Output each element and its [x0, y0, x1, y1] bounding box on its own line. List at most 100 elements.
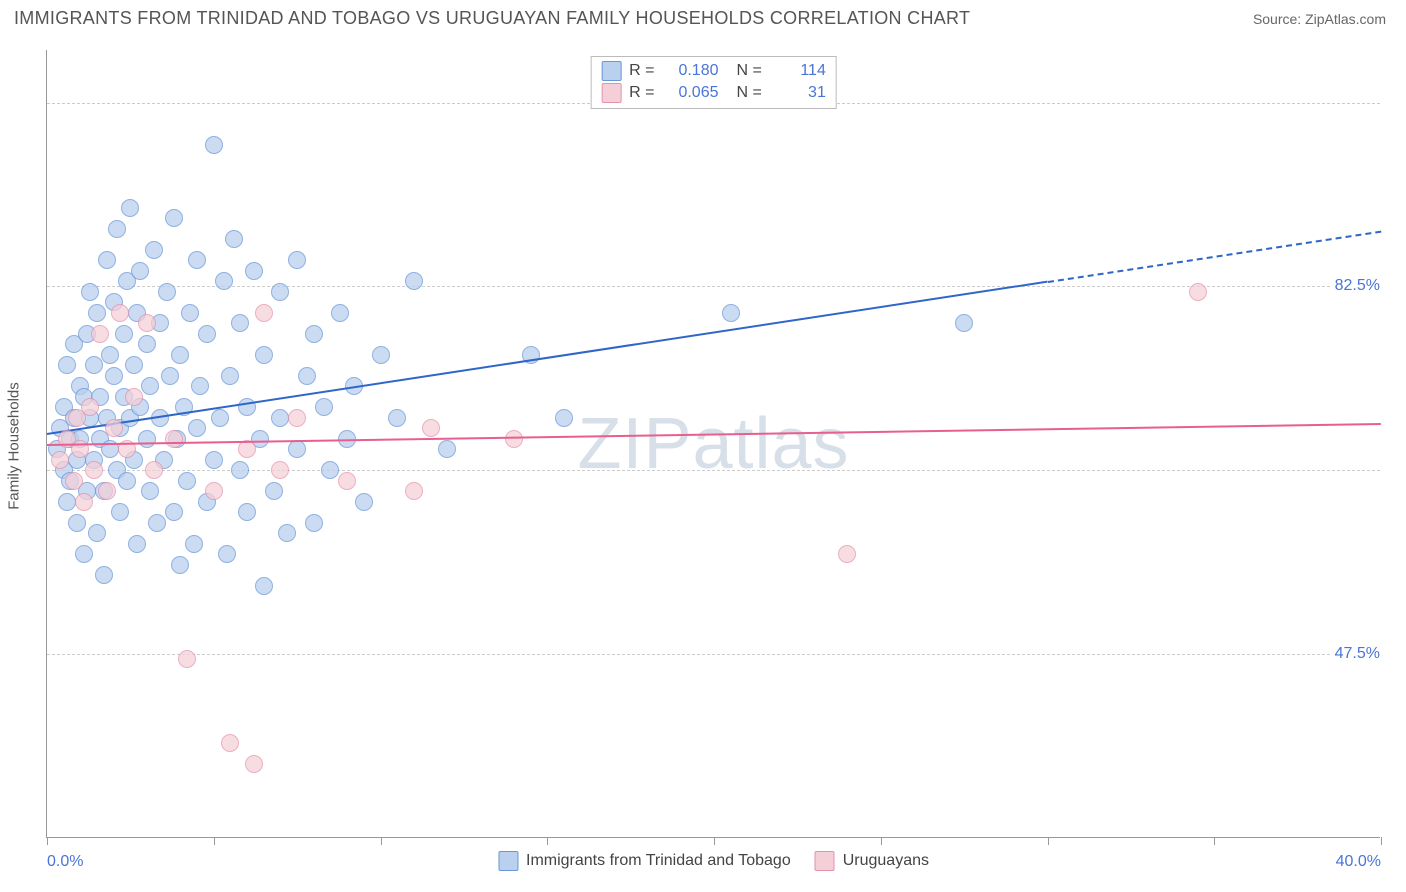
legend-label: Immigrants from Trinidad and Tobago	[526, 852, 791, 870]
r-value: 0.180	[663, 62, 719, 80]
chart-title: IMMIGRANTS FROM TRINIDAD AND TOBAGO VS U…	[14, 8, 970, 29]
data-point-trinidad	[85, 356, 103, 374]
data-point-trinidad	[271, 409, 289, 427]
data-point-trinidad	[171, 556, 189, 574]
data-point-uruguay	[85, 461, 103, 479]
data-point-trinidad	[218, 545, 236, 563]
data-point-uruguay	[338, 472, 356, 490]
data-point-trinidad	[245, 262, 263, 280]
correlation-legend: R =0.180N =114R =0.065N =31	[590, 56, 837, 109]
r-value: 0.065	[663, 84, 719, 102]
data-point-trinidad	[58, 493, 76, 511]
x-tick-label: 0.0%	[47, 853, 83, 871]
data-point-trinidad	[438, 440, 456, 458]
data-point-trinidad	[121, 199, 139, 217]
data-point-trinidad	[125, 356, 143, 374]
data-point-trinidad	[161, 367, 179, 385]
data-point-trinidad	[288, 251, 306, 269]
x-tick	[214, 837, 215, 845]
legend-swatch	[601, 83, 621, 103]
x-tick	[881, 837, 882, 845]
legend-row-trinidad: R =0.180N =114	[601, 60, 826, 82]
data-point-trinidad	[315, 398, 333, 416]
data-point-trinidad	[131, 262, 149, 280]
data-point-trinidad	[75, 545, 93, 563]
data-point-trinidad	[105, 367, 123, 385]
data-point-trinidad	[231, 314, 249, 332]
legend-item-uruguay: Uruguayans	[815, 851, 929, 871]
data-point-uruguay	[65, 472, 83, 490]
data-point-uruguay	[205, 482, 223, 500]
data-point-trinidad	[388, 409, 406, 427]
data-point-uruguay	[422, 419, 440, 437]
source-label: Source: ZipAtlas.com	[1253, 11, 1386, 27]
trend-line-trinidad	[47, 281, 1048, 435]
data-point-trinidad	[101, 346, 119, 364]
data-point-uruguay	[405, 482, 423, 500]
data-point-uruguay	[288, 409, 306, 427]
data-point-trinidad	[225, 230, 243, 248]
legend-label: Uruguayans	[843, 852, 929, 870]
data-point-trinidad	[158, 283, 176, 301]
data-point-trinidad	[165, 209, 183, 227]
y-tick-label: 82.5%	[1331, 277, 1384, 295]
data-point-trinidad	[278, 524, 296, 542]
data-point-trinidad	[191, 377, 209, 395]
data-point-trinidad	[185, 535, 203, 553]
series-legend: Immigrants from Trinidad and Tobago Urugu…	[492, 851, 935, 871]
scatter-plot-area: ZIPatlas 47.5%82.5%0.0%40.0%R =0.180N =1…	[46, 50, 1380, 838]
data-point-uruguay	[51, 451, 69, 469]
data-point-uruguay	[91, 325, 109, 343]
data-point-trinidad	[188, 419, 206, 437]
data-point-trinidad	[111, 503, 129, 521]
y-tick-label: 47.5%	[1331, 645, 1384, 663]
gridline	[47, 286, 1380, 287]
r-label: R =	[629, 84, 654, 102]
data-point-trinidad	[95, 566, 113, 584]
data-point-trinidad	[198, 325, 216, 343]
data-point-uruguay	[178, 650, 196, 668]
data-point-trinidad	[405, 272, 423, 290]
data-point-trinidad	[148, 514, 166, 532]
data-point-trinidad	[118, 472, 136, 490]
data-point-trinidad	[188, 251, 206, 269]
data-point-uruguay	[145, 461, 163, 479]
legend-swatch	[498, 851, 518, 871]
data-point-uruguay	[75, 493, 93, 511]
data-point-uruguay	[838, 545, 856, 563]
data-point-trinidad	[165, 503, 183, 521]
data-point-uruguay	[245, 755, 263, 773]
data-point-uruguay	[81, 398, 99, 416]
data-point-trinidad	[305, 514, 323, 532]
data-point-trinidad	[138, 430, 156, 448]
n-value: 31	[770, 84, 826, 102]
data-point-trinidad	[238, 503, 256, 521]
data-point-trinidad	[215, 272, 233, 290]
data-point-trinidad	[211, 409, 229, 427]
data-point-uruguay	[105, 419, 123, 437]
data-point-uruguay	[1189, 283, 1207, 301]
data-point-trinidad	[265, 482, 283, 500]
data-point-uruguay	[125, 388, 143, 406]
x-tick	[1381, 837, 1382, 845]
x-tick	[47, 837, 48, 845]
data-point-trinidad	[68, 514, 86, 532]
x-tick-label: 40.0%	[1336, 853, 1381, 871]
data-point-trinidad	[555, 409, 573, 427]
x-tick	[1214, 837, 1215, 845]
legend-swatch	[601, 61, 621, 81]
data-point-trinidad	[141, 482, 159, 500]
trend-line-dash-trinidad	[1047, 231, 1381, 283]
x-tick	[714, 837, 715, 845]
x-tick	[1048, 837, 1049, 845]
data-point-trinidad	[298, 367, 316, 385]
data-point-trinidad	[231, 461, 249, 479]
r-label: R =	[629, 62, 654, 80]
y-axis-label: Family Households	[6, 382, 23, 510]
x-tick	[381, 837, 382, 845]
data-point-trinidad	[305, 325, 323, 343]
data-point-trinidad	[321, 461, 339, 479]
legend-item-trinidad: Immigrants from Trinidad and Tobago	[498, 851, 791, 871]
data-point-trinidad	[178, 472, 196, 490]
data-point-trinidad	[271, 283, 289, 301]
